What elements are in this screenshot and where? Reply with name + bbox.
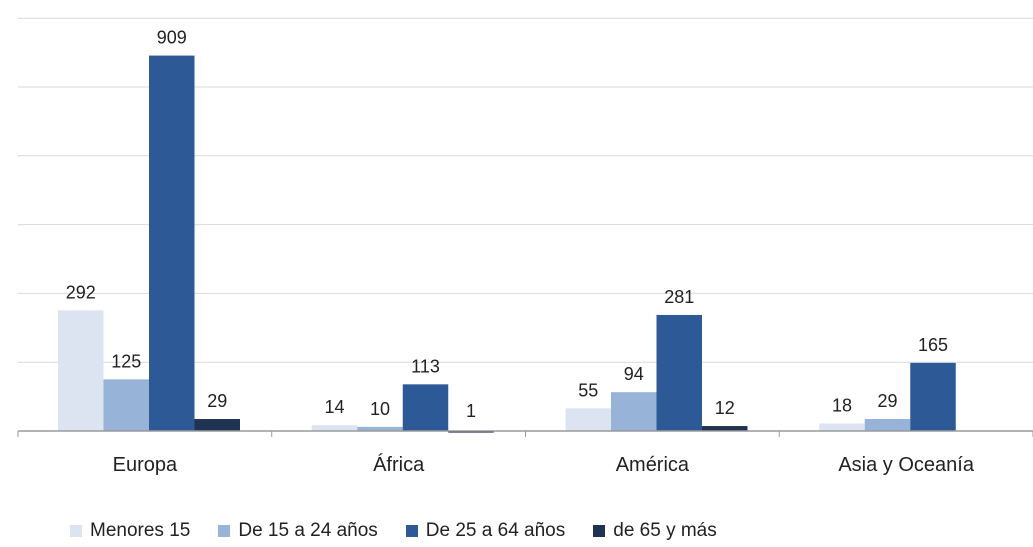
data-label: 55 [578, 380, 598, 400]
category-label: África [373, 453, 425, 476]
data-label: 10 [370, 399, 390, 419]
category-label: Europa [113, 454, 178, 476]
bar-3-0 [194, 419, 240, 431]
legend-item: de 65 y más [593, 520, 717, 542]
legend-label: Menores 15 [90, 520, 191, 541]
category-label: América [616, 454, 690, 476]
bar-0-0 [58, 310, 104, 431]
bar-0-2 [565, 408, 611, 431]
legend-swatch [593, 525, 606, 537]
legend: Menores 15 De 15 a 24 años De 25 a 64 años… [70, 520, 717, 542]
legend-swatch [70, 525, 82, 537]
bar-1-2 [611, 392, 657, 431]
legend-label: De 25 a 64 años [425, 520, 566, 541]
data-label: 292 [66, 282, 96, 302]
data-label: 94 [624, 364, 644, 384]
data-label: 29 [207, 391, 227, 411]
bar-0-3 [819, 423, 865, 431]
bar-1-0 [103, 379, 149, 431]
value-labels: 292 125 909 29 14 10 113 1 55 94 281 12 18 29 165 [66, 28, 948, 421]
category-label: Asia y Oceanía [838, 454, 975, 476]
data-label: 165 [918, 335, 948, 355]
x-axis: Europa África América Asia y Oceanía [17, 430, 1033, 476]
legend-item: Menores 15 [70, 520, 190, 542]
bar-1-1 [357, 426, 403, 431]
bar-2-3 [910, 362, 956, 431]
data-label: 12 [715, 398, 735, 418]
legend-swatch [218, 525, 231, 537]
data-label: 18 [832, 396, 852, 416]
bar-1-3 [864, 419, 911, 431]
legend-label: de 65 y más [613, 520, 717, 541]
data-label: 113 [411, 356, 440, 376]
legend-swatch [405, 525, 418, 537]
legend-item: De 15 a 24 años [218, 520, 378, 542]
bars [58, 55, 956, 433]
bar-3-2 [702, 426, 748, 431]
data-label: 281 [664, 287, 694, 307]
legend-label: De 15 a 24 años [238, 520, 378, 541]
data-label: 1 [466, 401, 476, 421]
data-label: 14 [324, 397, 344, 417]
data-label: 909 [157, 28, 187, 48]
data-label: 125 [111, 351, 141, 371]
data-label: 29 [877, 391, 897, 411]
bar-2-1 [402, 384, 449, 431]
bar-2-2 [656, 314, 702, 431]
legend-item: De 25 a 64 años [405, 520, 566, 542]
bar-0-1 [311, 425, 358, 431]
bar-2-0 [149, 55, 195, 431]
